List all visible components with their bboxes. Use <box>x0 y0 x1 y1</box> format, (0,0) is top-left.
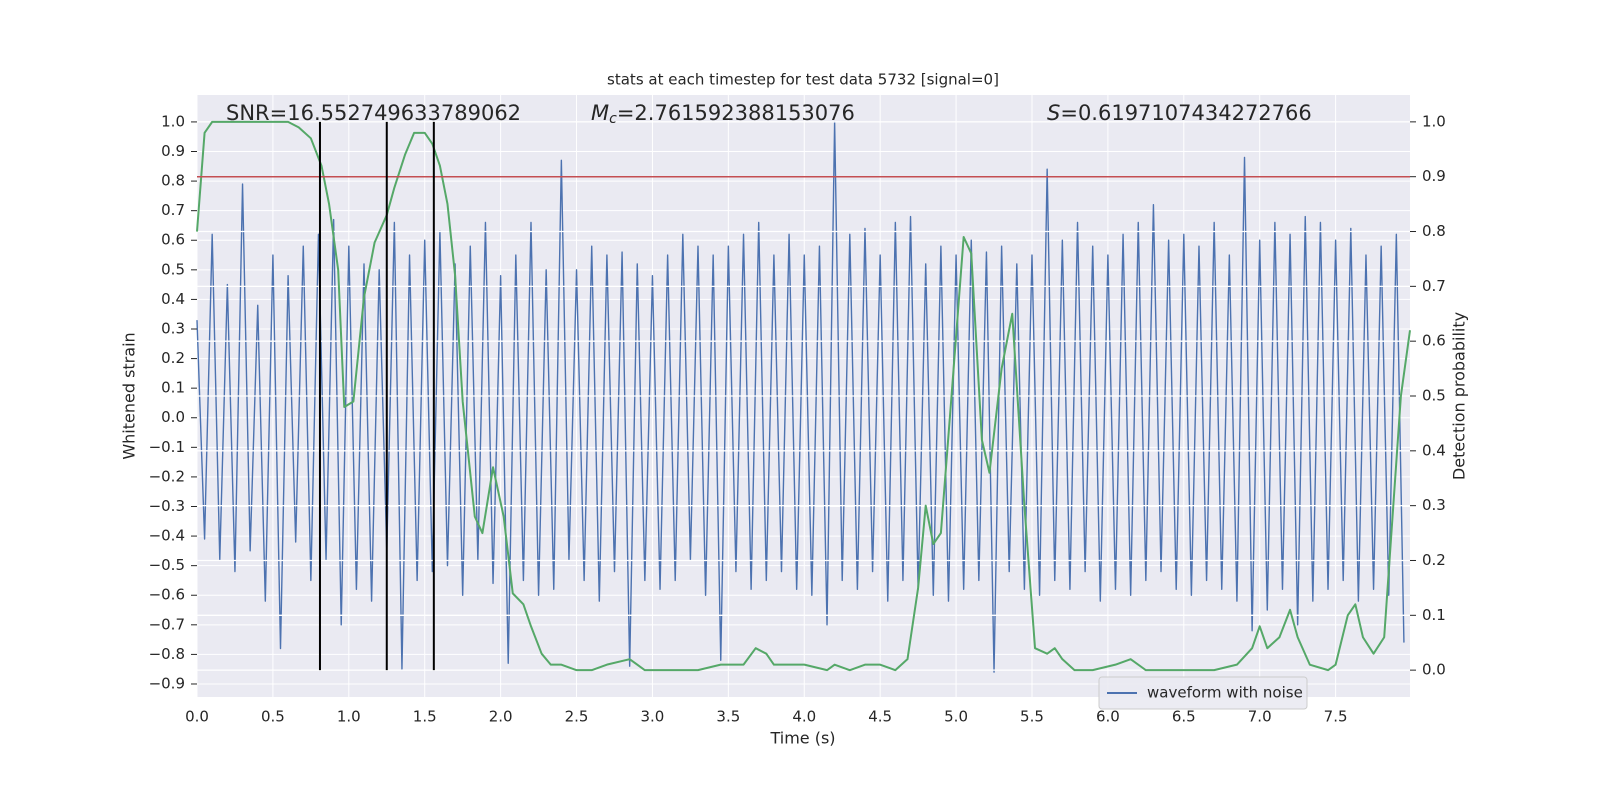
x-tick-label: 3.0 <box>641 708 665 726</box>
y-tick-label: −0.5 <box>149 556 185 574</box>
x-axis-label: Time (s) <box>769 729 835 748</box>
y-tick-label: 0.1 <box>161 379 185 397</box>
y-tick-label: 0.2 <box>161 349 185 367</box>
y-tick-label: 0.9 <box>161 142 185 160</box>
y-axis-label: Whitened strain <box>120 332 139 459</box>
x-tick-label: 6.0 <box>1096 708 1120 726</box>
y2-tick-label: 0.6 <box>1422 332 1446 350</box>
y2-tick-label: 0.3 <box>1422 496 1446 514</box>
legend-label: waveform with noise <box>1147 684 1303 702</box>
legend-box <box>1098 676 1308 710</box>
x-tick-label: 5.5 <box>1020 708 1044 726</box>
y2-tick-label: 0.5 <box>1422 387 1446 405</box>
y-tick-label: −0.4 <box>149 527 185 545</box>
y-tick-label: 0.4 <box>161 290 185 308</box>
y-tick-label: 0.3 <box>161 319 185 337</box>
y-tick-label: −0.6 <box>149 586 185 604</box>
y2-tick-label: 0.4 <box>1422 441 1446 459</box>
y2-tick-label: 0.0 <box>1422 661 1446 679</box>
y-tick-label: 0.6 <box>161 231 185 249</box>
x-tick-label: 4.5 <box>868 708 892 726</box>
annotation-subscript: c <box>609 111 617 127</box>
y2-tick-label: 0.1 <box>1422 606 1446 624</box>
annotation: S=0.6197107434272766 <box>1047 101 1312 125</box>
annotation-symbol: M <box>591 101 609 125</box>
x-tick-label: 0.5 <box>261 708 285 726</box>
x-tick-label: 1.0 <box>337 708 361 726</box>
y-tick-label: 0.8 <box>161 172 185 190</box>
y2-axis-label: Detection probability <box>1450 312 1469 480</box>
y-tick-label: −0.2 <box>149 467 185 485</box>
y-tick-label: −0.1 <box>149 438 185 456</box>
data-layer <box>196 121 1405 673</box>
y2-tick-label: 0.9 <box>1422 167 1446 185</box>
series-line <box>196 121 1405 673</box>
x-tick-label: 3.5 <box>716 708 740 726</box>
x-tick-label: 2.0 <box>489 708 513 726</box>
x-tick-label: 6.5 <box>1172 708 1196 726</box>
y2-tick-label: 0.7 <box>1422 277 1446 295</box>
x-tick-label: 4.0 <box>792 708 816 726</box>
y-tick-label: −0.9 <box>149 674 185 692</box>
x-tick-label: 7.0 <box>1248 708 1272 726</box>
chart-title: stats at each timestep for test data 573… <box>607 71 999 89</box>
y-tick-label: 0.0 <box>161 408 185 426</box>
annotation-text: =2.761592388153076 <box>617 101 855 125</box>
x-tick-label: 0.0 <box>185 708 209 726</box>
y2-tick-label: 1.0 <box>1422 112 1446 130</box>
y-tick-label: 1.0 <box>161 112 185 130</box>
y2-tick-label: 0.2 <box>1422 551 1446 569</box>
x-tick-label: 2.5 <box>565 708 589 726</box>
y-tick-label: −0.8 <box>149 645 185 663</box>
annotation-symbol: S <box>1047 101 1060 125</box>
y-tick-label: −0.3 <box>149 497 185 515</box>
y-tick-label: 0.7 <box>161 201 185 219</box>
y2-tick-label: 0.8 <box>1422 222 1446 240</box>
y-tick-label: 0.5 <box>161 260 185 278</box>
annotation-text: =0.6197107434272766 <box>1060 101 1311 125</box>
y-tick-label: −0.7 <box>149 615 185 633</box>
series-line <box>196 120 1411 672</box>
x-tick-label: 7.5 <box>1324 708 1348 726</box>
x-tick-label: 5.0 <box>944 708 968 726</box>
annotation: Mc=2.761592388153076 <box>591 101 855 127</box>
x-tick-label: 1.5 <box>413 708 437 726</box>
